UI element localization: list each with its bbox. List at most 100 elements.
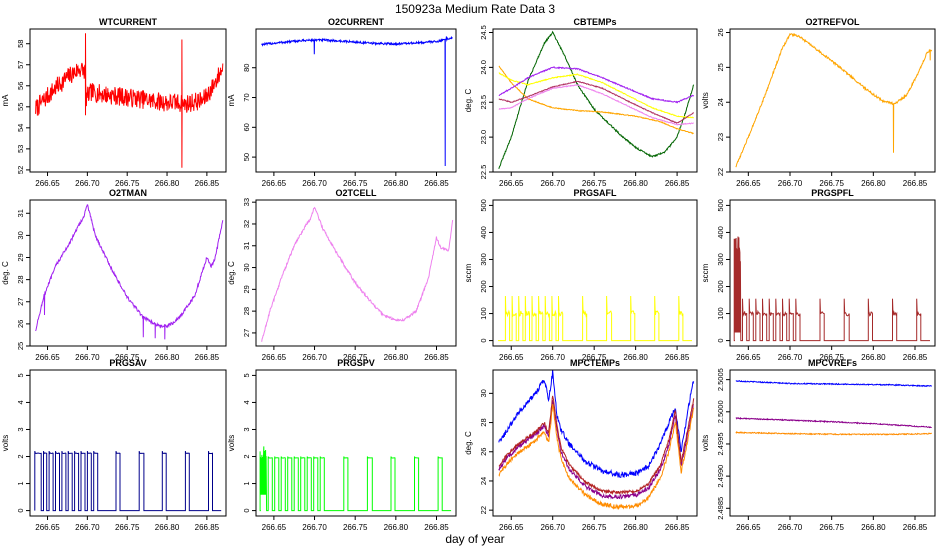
plot-frame	[255, 369, 457, 517]
y-tick-label: 200	[479, 280, 488, 293]
panel-mpctemps: MPCTEMPs 266.65 266.70 266.75 266.80 266.85 22…	[464, 358, 698, 532]
plot-frame	[729, 199, 936, 347]
series-mpcvrefs-v2	[735, 416, 932, 429]
plot-frame	[255, 28, 457, 173]
x-tick-label: 266.85	[424, 179, 449, 188]
y-tick-label: 2.4990	[716, 465, 725, 488]
x-tick-label: 266.70	[75, 523, 100, 532]
x-tick-label: 266.65	[736, 523, 761, 532]
x-tick-label: 266.80	[861, 523, 886, 532]
series-cbtemps-cb1	[498, 30, 695, 169]
y-tick-label: 53	[16, 145, 25, 153]
y-tick-label: 2	[242, 454, 251, 458]
series-prgsafl-prgsafl	[498, 295, 692, 342]
panel-o2trefvol: O2TREFVOL 266.65 266.70 266.75 266.80 266.85 2…	[701, 17, 936, 188]
x-tick-label: 266.80	[155, 523, 180, 532]
series-cbtemps-cb3	[498, 72, 694, 119]
series-o2tman-o2tman	[35, 204, 224, 340]
y-axis-label: mA	[1, 94, 10, 107]
y-tick-label: 30	[242, 263, 251, 271]
y-axis-label: deg. C	[464, 88, 473, 112]
panel-title: MPCTEMPs	[570, 358, 620, 368]
series-cbtemps-cb2	[498, 65, 694, 135]
series-cbtemps-cb5	[498, 80, 694, 124]
y-tick-label: 24.0	[479, 60, 488, 75]
x-tick-label: 266.65	[262, 353, 287, 362]
y-tick-label: 31	[16, 209, 25, 217]
x-tick-label: 266.75	[819, 353, 844, 362]
panel-prgsav: PRGSAV 266.65 266.70 266.75 266.80 266.85 0 1 2 3…	[1, 358, 227, 532]
y-tick-label: 0	[242, 509, 251, 513]
y-tick-label: 500	[716, 199, 725, 212]
y-tick-label: 22	[479, 506, 488, 514]
y-tick-label: 26	[716, 28, 725, 36]
panel-title: WTCURRENT	[99, 17, 157, 27]
y-tick-label: 28	[479, 418, 488, 426]
x-tick-label: 266.85	[195, 179, 220, 188]
y-tick-label: 2.5000	[716, 400, 725, 423]
series-mpctemps-mpc3	[498, 404, 695, 510]
y-tick-label: 60	[242, 123, 251, 131]
x-tick-label: 266.80	[861, 353, 886, 362]
series-prgspv-prgspv	[259, 446, 452, 512]
y-axis-label: mA	[227, 94, 236, 107]
y-tick-label: 5	[242, 373, 251, 377]
x-tick-label: 266.65	[736, 179, 761, 188]
x-tick-label: 266.65	[499, 523, 524, 532]
x-tick-label: 266.75	[115, 523, 140, 532]
panel-o2tcell: O2TCELL 266.65 266.70 266.75 266.80 266.85 27 2…	[227, 188, 457, 362]
y-tick-label: 50	[242, 153, 251, 161]
series-o2current-o2current	[261, 35, 453, 167]
y-tick-label: 0	[16, 509, 25, 513]
series-wtcurrent-wtcurrent	[35, 33, 224, 168]
x-tick-label: 266.70	[540, 353, 565, 362]
x-tick-label: 266.75	[582, 353, 607, 362]
x-tick-label: 266.70	[302, 179, 327, 188]
plot-frame	[29, 28, 227, 173]
series-prgsav-prgsav	[34, 450, 222, 512]
y-tick-label: 29	[16, 253, 25, 261]
panel-title: O2TCELL	[335, 188, 377, 198]
plot-frame	[29, 369, 227, 517]
x-tick-label: 266.75	[343, 179, 368, 188]
y-tick-label: 400	[716, 226, 725, 239]
y-tick-label: 400	[479, 226, 488, 239]
plot-frame	[255, 199, 457, 347]
y-tick-label: 500	[479, 199, 488, 212]
y-axis-label: volts	[227, 435, 236, 451]
y-tick-label: 52	[16, 166, 25, 174]
panel-title: PRGSPFL	[811, 188, 854, 198]
y-tick-label: 55	[16, 103, 25, 111]
x-tick-label: 266.85	[903, 179, 928, 188]
y-tick-label: 32	[242, 220, 251, 228]
x-tick-label: 266.85	[903, 353, 928, 362]
y-tick-label: 0	[479, 339, 488, 343]
x-tick-label: 266.70	[778, 179, 803, 188]
series-prgspfl-prgspfl	[733, 236, 930, 342]
series-cbtemps-cb4	[498, 66, 695, 104]
plot-frame	[492, 369, 698, 517]
x-tick-label: 266.80	[623, 523, 648, 532]
x-tick-label: 266.85	[195, 353, 220, 362]
x-tick-label: 266.85	[665, 353, 690, 362]
x-tick-label: 266.80	[384, 353, 409, 362]
y-tick-label: 23.5	[479, 95, 488, 110]
series-cbtemps-cb6	[498, 84, 694, 126]
figure-x-label: day of year	[445, 532, 504, 546]
panel-wtcurrent: WTCURRENT 266.65 266.70 266.75 266.80 266.85 5…	[1, 17, 227, 188]
series-o2tcell-o2tcell	[261, 206, 454, 342]
series-mpcvrefs-v3	[735, 430, 933, 436]
y-tick-label: 23.0	[479, 130, 488, 145]
x-tick-label: 266.70	[302, 523, 327, 532]
panels: WTCURRENT 266.65 266.70 266.75 266.80 266.85 5…	[1, 17, 936, 532]
y-tick-label: 100	[716, 307, 725, 320]
plot-frame	[729, 28, 936, 173]
panel-prgsafl: PRGSAFL 266.65 266.70 266.75 266.80 266.85 0 10…	[464, 188, 698, 362]
x-tick-label: 266.80	[384, 179, 409, 188]
x-tick-label: 266.85	[195, 523, 220, 532]
y-tick-label: 2.5005	[716, 368, 725, 391]
x-tick-label: 266.70	[778, 353, 803, 362]
y-axis-label: volts	[1, 435, 10, 451]
plot-frame	[492, 28, 698, 173]
y-tick-label: 3	[242, 427, 251, 431]
